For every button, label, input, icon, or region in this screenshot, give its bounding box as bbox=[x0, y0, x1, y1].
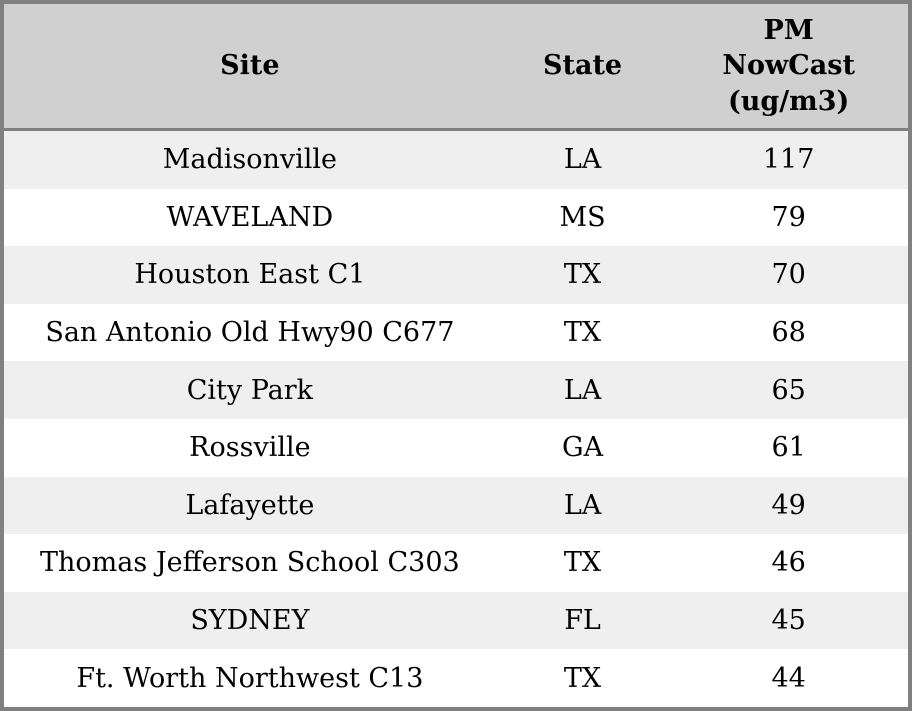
cell-state: TX bbox=[563, 317, 602, 349]
cell-state: LA bbox=[563, 144, 602, 176]
column-header-state: State bbox=[496, 48, 670, 83]
cell-state: GA bbox=[562, 432, 604, 464]
table-row: SYDNEY FL 45 bbox=[4, 591, 908, 650]
cell-pm-nowcast: 79 bbox=[771, 201, 806, 233]
cell-site: WAVELAND bbox=[166, 201, 334, 233]
cell-pm-nowcast: 49 bbox=[771, 489, 806, 521]
cell-pm-nowcast: 44 bbox=[771, 662, 806, 694]
cell-state: LA bbox=[563, 374, 602, 406]
table-row: Madisonville LA 117 bbox=[4, 131, 908, 189]
cell-state: FL bbox=[564, 605, 601, 637]
cell-pm-nowcast: 68 bbox=[771, 317, 806, 349]
cell-pm-nowcast: 46 bbox=[771, 547, 806, 579]
table-row: San Antonio Old Hwy90 C677 TX 68 bbox=[4, 303, 908, 362]
cell-pm-nowcast: 70 bbox=[771, 259, 806, 291]
table-row: Rossville GA 61 bbox=[4, 418, 908, 477]
cell-state: MS bbox=[559, 201, 606, 233]
cell-site: City Park bbox=[186, 374, 314, 406]
table-row: City Park LA 65 bbox=[4, 361, 908, 419]
cell-site: Rossville bbox=[189, 432, 311, 464]
cell-site: Madisonville bbox=[162, 144, 338, 176]
cell-pm-nowcast: 61 bbox=[771, 432, 806, 464]
table-body: Madisonville LA 117 WAVELAND MS 79 Houst… bbox=[4, 131, 908, 707]
cell-site: Houston East C1 bbox=[134, 259, 366, 291]
column-header-site-label: Site bbox=[220, 50, 280, 82]
table-row: WAVELAND MS 79 bbox=[4, 188, 908, 247]
cell-pm-nowcast: 65 bbox=[771, 374, 806, 406]
cell-state: TX bbox=[563, 547, 602, 579]
column-header-pm-nowcast-label: PM NowCast (ug/m3) bbox=[722, 15, 855, 117]
cell-site: Thomas Jefferson School C303 bbox=[40, 547, 460, 579]
cell-site: Ft. Worth Northwest C13 bbox=[76, 662, 424, 694]
cell-site: SYDNEY bbox=[190, 605, 310, 637]
column-header-site: Site bbox=[4, 48, 496, 83]
cell-state: LA bbox=[563, 489, 602, 521]
table-row: Lafayette LA 49 bbox=[4, 476, 908, 535]
cell-pm-nowcast: 45 bbox=[771, 605, 806, 637]
table-header-row: Site State PM NowCast (ug/m3) bbox=[4, 4, 908, 131]
table-row: Ft. Worth Northwest C13 TX 44 bbox=[4, 649, 908, 707]
cell-state: TX bbox=[563, 259, 602, 291]
column-header-state-label: State bbox=[542, 50, 623, 82]
table-row: Thomas Jefferson School C303 TX 46 bbox=[4, 534, 908, 592]
cell-state: TX bbox=[563, 662, 602, 694]
cell-site: Lafayette bbox=[185, 489, 315, 521]
cell-pm-nowcast: 117 bbox=[762, 144, 815, 176]
column-header-pm-nowcast: PM NowCast (ug/m3) bbox=[669, 13, 908, 118]
cell-site: San Antonio Old Hwy90 C677 bbox=[45, 317, 455, 349]
table-row: Houston East C1 TX 70 bbox=[4, 246, 908, 304]
